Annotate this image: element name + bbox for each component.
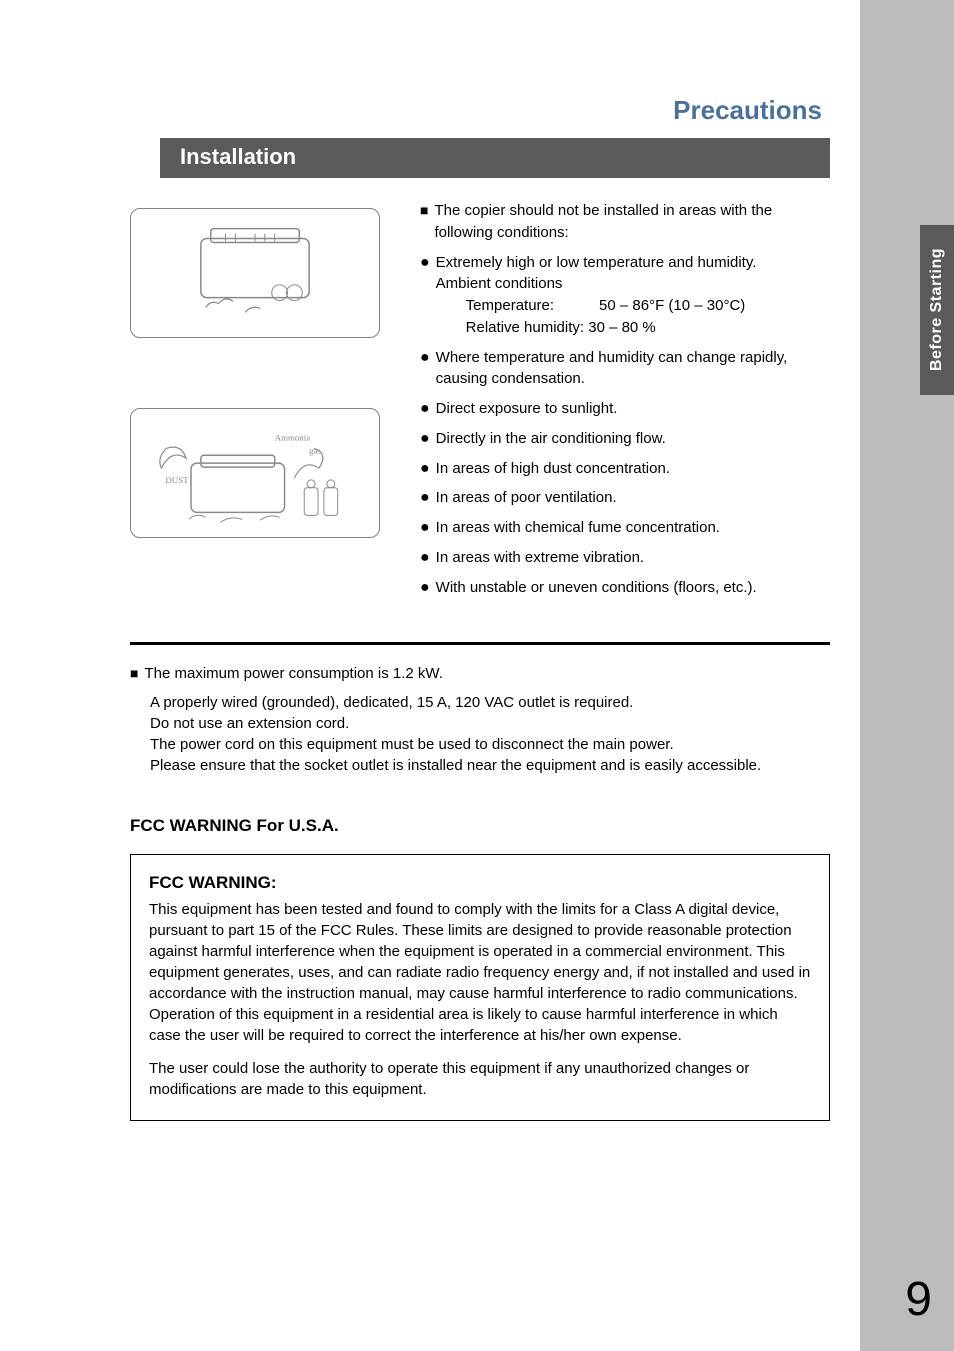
chapter-tab-label: Before Starting [928,248,946,371]
bullet-text: Direct exposure to sunlight. [436,398,618,420]
intro-text: The copier should not be installed in ar… [434,200,830,244]
bullet-sub: Ambient conditions [436,273,757,295]
installation-columns: DUST Ammonia gas ■ The copier should not… [130,200,830,606]
power-line: Please ensure that the socket outlet is … [150,755,830,776]
bullet-text: In areas with extreme vibration. [436,547,644,569]
bullet-text: In areas of poor ventilation. [436,487,617,509]
square-bullet-icon: ■ [130,663,138,684]
page-content: Precautions Installation [0,0,860,1351]
power-line: A properly wired (grounded), dedicated, … [150,692,830,713]
fcc-title: FCC WARNING: [149,871,811,895]
page-number: 9 [905,1272,932,1327]
bullet-sub: Relative humidity: 30 – 80 % [466,317,757,339]
dust-fume-illustration: DUST Ammonia gas [130,408,380,538]
fcc-heading: FCC WARNING For U.S.A. [130,816,830,836]
conditions-list: ■ The copier should not be installed in … [410,200,830,606]
illustration-column: DUST Ammonia gas [130,200,410,538]
bullet-icon: ● [420,428,430,450]
list-item: ● Where temperature and humidity can cha… [420,347,830,391]
svg-text:Ammonia: Ammonia [275,433,311,443]
bullet-icon: ● [420,458,430,480]
bullet-text: In areas with chemical fume concentratio… [436,517,720,539]
bullet-text: With unstable or uneven conditions (floo… [436,577,757,599]
section-heading: Installation [160,138,830,178]
list-item: ● With unstable or uneven conditions (fl… [420,577,830,599]
list-item: ● In areas of high dust concentration. [420,458,830,480]
bullet-icon: ● [420,517,430,539]
power-header-text: The maximum power consumption is 1.2 kW. [144,663,442,684]
list-item: ● Directly in the air conditioning flow. [420,428,830,450]
bullet-text: Extremely high or low temperature and hu… [436,252,757,274]
bullet-content: Extremely high or low temperature and hu… [436,252,757,339]
bullet-sub: Temperature: 50 – 86°F (10 – 30°C) [466,295,757,317]
list-item: ● In areas with extreme vibration. [420,547,830,569]
fcc-warning-box: FCC WARNING: This equipment has been tes… [130,854,830,1121]
svg-text:DUST: DUST [165,475,189,485]
power-line: Do not use an extension cord. [150,713,830,734]
power-intro: ■ The maximum power consumption is 1.2 k… [130,663,830,684]
chapter-tab: Before Starting [920,225,954,395]
bullet-text: Where temperature and humidity can chang… [436,347,830,391]
fcc-paragraph: The user could lose the authority to ope… [149,1058,811,1100]
list-item: ● In areas of poor ventilation. [420,487,830,509]
bullet-icon: ● [420,487,430,509]
bullet-icon: ● [420,398,430,420]
fcc-paragraph: This equipment has been tested and found… [149,899,811,1046]
intro-item: ■ The copier should not be installed in … [420,200,830,244]
bullet-icon: ● [420,577,430,599]
page-title: Precautions [130,95,830,126]
sunlight-illustration [130,208,380,338]
svg-text:gas: gas [309,445,321,455]
bullet-text: In areas of high dust concentration. [436,458,670,480]
power-line: The power cord on this equipment must be… [150,734,830,755]
page-sidebar: Before Starting [860,0,954,1351]
bullet-icon: ● [420,252,430,339]
list-item: ● In areas with chemical fume concentrat… [420,517,830,539]
list-item: ● Extremely high or low temperature and … [420,252,830,339]
square-bullet-icon: ■ [420,200,428,244]
bullet-text: Directly in the air conditioning flow. [436,428,666,450]
list-item: ● Direct exposure to sunlight. [420,398,830,420]
power-block: ■ The maximum power consumption is 1.2 k… [130,663,830,776]
bullet-icon: ● [420,547,430,569]
bullet-icon: ● [420,347,430,391]
section-divider [130,642,830,645]
